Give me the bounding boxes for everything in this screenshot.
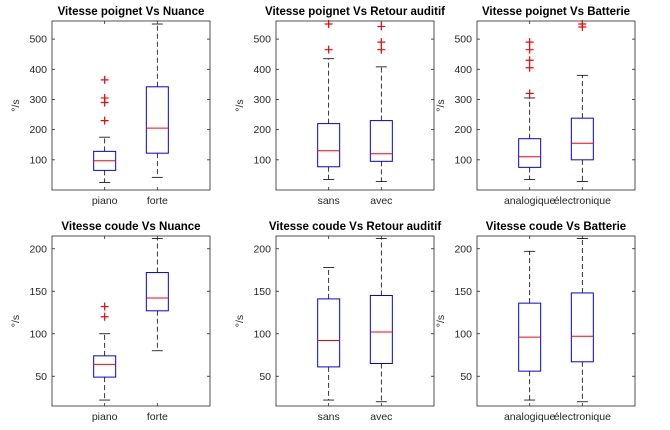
outlier-marker bbox=[525, 56, 534, 65]
chart-title: Vitesse coude Vs Nuance bbox=[61, 221, 200, 233]
chart-title: Vitesse poignet Vs Nuance bbox=[58, 6, 205, 18]
y-tick-label: 200 bbox=[29, 243, 47, 255]
box bbox=[570, 292, 594, 363]
x-tick-label: piano bbox=[92, 195, 118, 207]
axes-frame bbox=[476, 235, 636, 407]
chart-title: Vitesse poignet Vs Retour auditif bbox=[265, 6, 445, 18]
y-tick-label: 500 bbox=[29, 34, 47, 46]
chart-panel: Vitesse coude Vs Nuance °/s 50 100 150 200 pia… bbox=[10, 221, 211, 423]
axes-frame bbox=[51, 20, 211, 191]
y-tick-label: 200 bbox=[454, 124, 472, 136]
y-tick-label: 150 bbox=[29, 286, 47, 298]
box bbox=[93, 355, 117, 378]
outlier-marker bbox=[377, 22, 386, 31]
chart-title: Vitesse poignet Vs Batterie bbox=[482, 6, 630, 18]
y-tick-label: 200 bbox=[253, 124, 271, 136]
box bbox=[570, 117, 594, 161]
y-tick-label: 400 bbox=[454, 64, 472, 76]
x-tick-label: piano bbox=[92, 411, 118, 423]
y-tick-label: 100 bbox=[253, 154, 271, 166]
y-tick-label: 50 bbox=[460, 371, 472, 383]
outlier-marker bbox=[100, 93, 109, 102]
y-tick-label: 300 bbox=[454, 94, 472, 106]
y-tick-label: 150 bbox=[454, 286, 472, 298]
y-tick-label: 100 bbox=[253, 328, 271, 340]
chart-panel: Vitesse coude Vs Batterie °/s 50 100 150 200 a… bbox=[435, 221, 636, 423]
x-tick-label: électronique bbox=[554, 411, 611, 423]
y-tick-label: 400 bbox=[253, 64, 271, 76]
box bbox=[317, 298, 341, 368]
x-tick-label: sans bbox=[318, 411, 340, 423]
chart-panel: Vitesse poignet Vs Nuance °/s 100 200 300 400… bbox=[10, 6, 211, 207]
box bbox=[317, 123, 341, 168]
y-tick-label: 100 bbox=[29, 328, 47, 340]
y-tick-label: 50 bbox=[259, 371, 271, 383]
x-tick-label: forte bbox=[147, 411, 168, 423]
chart-panel: Vitesse coude Vs Retour auditif °/s 50 100 1… bbox=[234, 221, 441, 423]
outlier-marker bbox=[377, 45, 386, 54]
y-tick-label: 150 bbox=[253, 286, 271, 298]
y-tick-label: 200 bbox=[454, 243, 472, 255]
y-tick-label: 400 bbox=[29, 64, 47, 76]
y-tick-label: 200 bbox=[29, 124, 47, 136]
x-tick-label: analogique bbox=[504, 411, 556, 423]
outlier-marker bbox=[100, 75, 109, 84]
y-axis-label: °/s bbox=[234, 315, 246, 327]
box bbox=[369, 120, 393, 162]
outlier-marker bbox=[100, 302, 109, 311]
outlier-marker bbox=[100, 312, 109, 321]
x-tick-label: analogique bbox=[504, 195, 556, 207]
box bbox=[369, 295, 393, 364]
x-tick-label: forte bbox=[147, 195, 168, 207]
x-tick-label: électronique bbox=[554, 195, 611, 207]
y-tick-label: 300 bbox=[29, 94, 47, 106]
y-axis-label: °/s bbox=[10, 315, 22, 327]
chart-title: Vitesse coude Vs Batterie bbox=[486, 221, 626, 233]
outlier-marker bbox=[377, 38, 386, 47]
axes-frame bbox=[275, 20, 435, 191]
outlier-marker bbox=[578, 20, 587, 29]
y-tick-label: 100 bbox=[29, 154, 47, 166]
x-tick-label: sans bbox=[318, 195, 340, 207]
y-tick-label: 100 bbox=[454, 154, 472, 166]
x-tick-label: avec bbox=[370, 411, 392, 423]
chart-panel: Vitesse poignet Vs Retour auditif °/s 100 2… bbox=[234, 6, 445, 207]
y-tick-label: 300 bbox=[253, 94, 271, 106]
y-axis-label: °/s bbox=[435, 99, 447, 111]
axes-frame bbox=[51, 235, 211, 407]
y-axis-label: °/s bbox=[435, 315, 447, 327]
y-tick-label: 100 bbox=[454, 328, 472, 340]
outlier-marker bbox=[525, 63, 534, 72]
outlier-marker bbox=[525, 38, 534, 47]
box bbox=[518, 138, 542, 168]
y-axis-label: °/s bbox=[10, 99, 22, 111]
outlier-marker bbox=[525, 89, 534, 98]
axes-frame bbox=[275, 235, 435, 407]
box bbox=[145, 86, 169, 154]
y-tick-label: 500 bbox=[454, 34, 472, 46]
y-tick-label: 500 bbox=[253, 34, 271, 46]
x-tick-label: avec bbox=[370, 195, 392, 207]
outlier-marker bbox=[100, 116, 109, 125]
y-tick-label: 200 bbox=[253, 243, 271, 255]
box bbox=[145, 272, 169, 312]
axes-frame bbox=[476, 20, 636, 191]
outlier-marker bbox=[324, 20, 333, 29]
y-tick-label: 50 bbox=[35, 371, 47, 383]
chart-title: Vitesse coude Vs Retour auditif bbox=[269, 221, 442, 233]
chart-panel: Vitesse poignet Vs Batterie °/s 100 200 300 4… bbox=[435, 6, 636, 207]
y-axis-label: °/s bbox=[234, 99, 246, 111]
outlier-marker bbox=[324, 45, 333, 54]
outlier-marker bbox=[525, 45, 534, 54]
